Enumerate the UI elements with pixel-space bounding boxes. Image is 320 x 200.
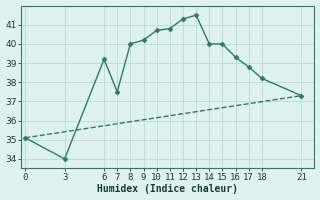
X-axis label: Humidex (Indice chaleur): Humidex (Indice chaleur) bbox=[97, 184, 238, 194]
